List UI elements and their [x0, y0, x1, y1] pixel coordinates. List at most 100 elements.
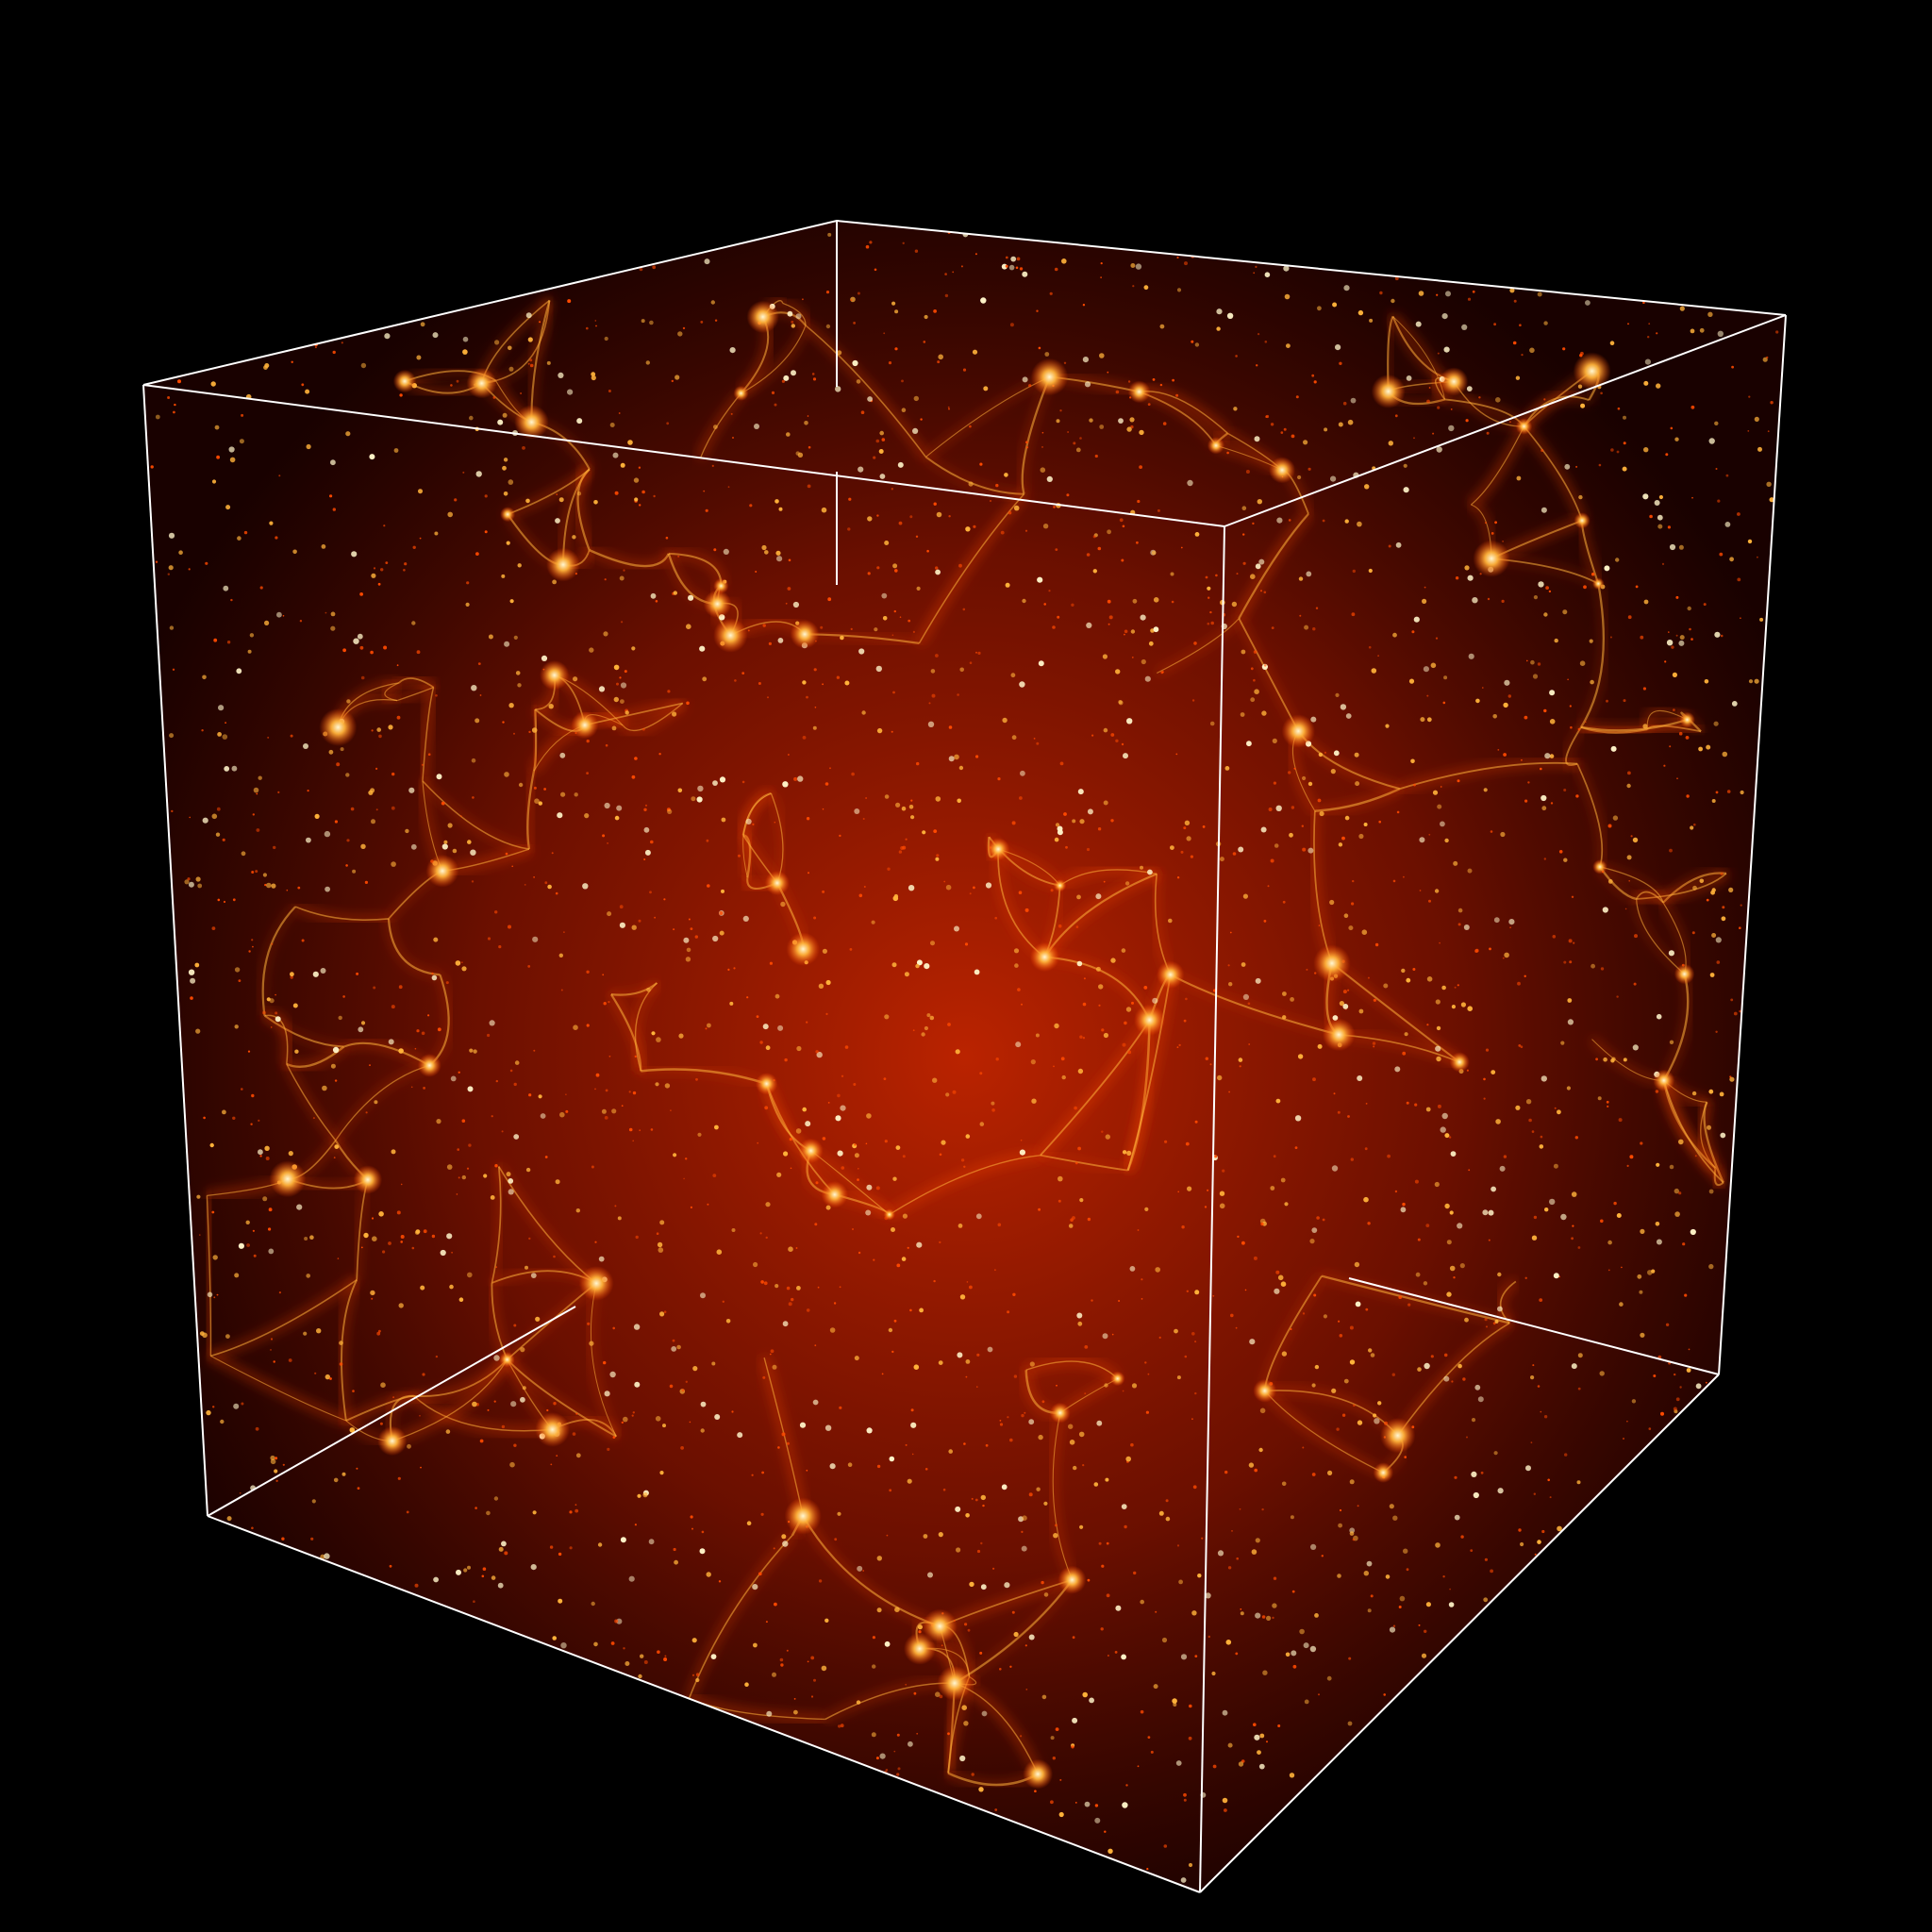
particle [969, 661, 973, 664]
particle [1313, 380, 1317, 384]
particle [548, 704, 554, 709]
particle [1172, 378, 1174, 382]
filament [343, 1041, 430, 1067]
particle [462, 471, 465, 474]
particle [330, 625, 336, 631]
particle [792, 601, 800, 608]
particle [360, 362, 367, 369]
particle [1275, 805, 1282, 811]
particle [1261, 1507, 1264, 1511]
particle [270, 1338, 274, 1341]
particle [1066, 493, 1070, 497]
particle [565, 1109, 569, 1113]
particle [1253, 678, 1256, 682]
particle [683, 937, 690, 943]
particle [506, 541, 510, 545]
particle [1021, 1003, 1023, 1006]
particle [1412, 968, 1416, 971]
particle [619, 922, 626, 928]
particle [875, 1186, 880, 1191]
particle [468, 1143, 472, 1147]
particle [222, 1109, 226, 1115]
particle [275, 993, 276, 996]
particle [357, 633, 363, 640]
particle [1171, 600, 1174, 604]
filament [1314, 788, 1401, 812]
particle [1670, 426, 1674, 430]
particle [574, 792, 578, 797]
filament [1523, 395, 1590, 427]
particle [359, 645, 364, 650]
particle [1389, 1504, 1394, 1509]
particle [1312, 1077, 1316, 1082]
particle [876, 1464, 881, 1469]
particle [1115, 1605, 1122, 1611]
particle [935, 796, 941, 802]
particle [262, 1010, 266, 1015]
particle [876, 1556, 882, 1561]
particle [278, 1291, 281, 1294]
particle [604, 578, 607, 581]
particle [623, 569, 625, 572]
particle [802, 298, 804, 301]
particle [1708, 1089, 1714, 1094]
particle [1019, 1149, 1025, 1156]
particle [1297, 475, 1302, 480]
particle [685, 957, 691, 962]
particle [1162, 422, 1167, 425]
particle [1254, 436, 1260, 442]
particle [1107, 371, 1109, 374]
particle [1326, 1675, 1332, 1681]
particle [1018, 891, 1023, 894]
particle [1270, 423, 1274, 426]
particle [1197, 1574, 1202, 1578]
particle [495, 1266, 497, 1268]
particle [732, 437, 734, 439]
particle [1404, 1032, 1408, 1037]
particle [407, 1443, 411, 1449]
particle [1345, 713, 1352, 719]
particle [290, 734, 293, 738]
particle [1600, 391, 1603, 395]
particle [371, 1297, 374, 1300]
particle [930, 941, 935, 946]
particle [865, 797, 868, 799]
particle [1104, 1383, 1108, 1388]
particle [965, 1134, 971, 1139]
particle [895, 1145, 901, 1150]
particle [1524, 974, 1526, 978]
particle [1270, 858, 1274, 863]
particle [1600, 967, 1605, 971]
particle [575, 1412, 578, 1415]
particle [1631, 1399, 1637, 1404]
particle [1355, 1301, 1361, 1307]
particle [479, 1439, 484, 1443]
particle [896, 1733, 900, 1737]
particle [1083, 977, 1086, 980]
particle [549, 1545, 554, 1549]
particle [275, 1479, 278, 1483]
particle [1282, 1015, 1287, 1020]
particle [1048, 590, 1051, 592]
particle [493, 1496, 499, 1501]
particle [1004, 1582, 1010, 1589]
particle [904, 972, 909, 977]
particle [1273, 781, 1276, 785]
particle [1606, 699, 1608, 703]
particle [829, 767, 831, 770]
particle [1096, 1420, 1103, 1426]
particle [1493, 917, 1500, 924]
particle [628, 1127, 633, 1132]
particle [1544, 753, 1551, 759]
filament [491, 1282, 508, 1360]
particle [360, 843, 366, 849]
particle [898, 521, 903, 525]
particle [1421, 1653, 1427, 1658]
particle [631, 924, 637, 930]
particle [1545, 586, 1549, 590]
filament [335, 1064, 430, 1141]
particle [1102, 1333, 1108, 1340]
halo-cluster [319, 708, 358, 746]
particle [1331, 1165, 1339, 1172]
particle [325, 611, 327, 614]
